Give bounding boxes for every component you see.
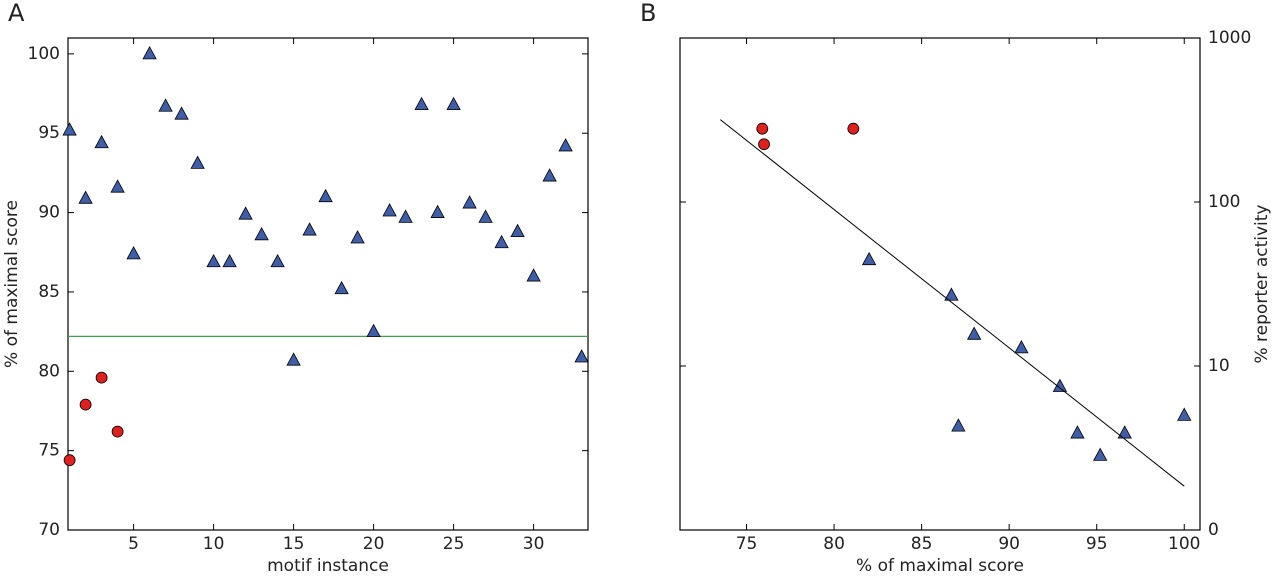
x-tick-label: 25 — [443, 534, 465, 554]
panel-label: B — [640, 0, 656, 27]
triangle-marker — [222, 253, 237, 268]
y-tick-label: 85 — [38, 282, 60, 302]
triangle-marker — [206, 253, 221, 268]
triangle-marker — [350, 230, 365, 244]
y-tick-label: 95 — [38, 123, 60, 143]
triangle-marker — [62, 122, 77, 136]
triangle-marker — [526, 268, 541, 282]
triangle-marker — [1070, 425, 1085, 439]
circle-marker — [847, 122, 860, 135]
triangle-marker — [446, 96, 461, 111]
y-tick-label: 1000 — [1208, 28, 1251, 48]
triangle-marker — [1093, 447, 1108, 461]
x-tick-label: 5 — [128, 534, 139, 554]
circle-marker — [63, 454, 76, 467]
triangle-marker — [302, 222, 317, 236]
triangle-marker — [190, 155, 205, 169]
x-tick-label: 90 — [998, 534, 1020, 554]
circle-marker — [95, 371, 108, 384]
triangle-marker — [966, 326, 982, 340]
triangle-marker — [1052, 378, 1068, 392]
x-tick-label: 75 — [736, 534, 758, 554]
circle-marker — [111, 425, 124, 438]
triangle-marker — [366, 323, 381, 338]
plot-frame — [679, 37, 1201, 531]
triangle-marker — [110, 179, 125, 193]
y-tick-label: 90 — [38, 203, 60, 223]
y-tick-label: 10 — [1208, 356, 1230, 376]
y-tick-label: 100 — [1208, 192, 1240, 212]
triangle-marker — [1014, 340, 1029, 354]
x-axis-title: % of maximal score — [856, 556, 1024, 576]
triangle-marker — [254, 226, 269, 241]
triangle-marker — [478, 209, 493, 223]
triangle-marker — [951, 418, 966, 432]
triangle-marker — [126, 246, 141, 260]
triangle-marker — [1117, 425, 1132, 439]
triangle-marker — [382, 203, 397, 217]
triangle-marker — [238, 206, 253, 220]
triangle-marker — [94, 134, 109, 149]
triangle-marker — [286, 352, 301, 366]
x-tick-label: 10 — [203, 534, 225, 554]
y-tick-label: 80 — [38, 361, 60, 381]
triangle-marker — [430, 204, 445, 218]
x-tick-label: 15 — [283, 534, 305, 554]
triangle-marker — [398, 209, 413, 223]
triangle-marker — [1177, 407, 1192, 421]
triangle-marker — [318, 188, 333, 203]
x-tick-label: 100 — [1168, 534, 1200, 554]
panel-label: A — [8, 0, 25, 27]
circle-marker — [79, 398, 92, 411]
y-tick-label: 100 — [28, 44, 60, 64]
y-axis-title: % of maximal score — [2, 200, 22, 368]
y-tick-label: 75 — [38, 441, 60, 461]
x-tick-label: 80 — [823, 534, 845, 554]
fit-line — [719, 119, 1185, 487]
y-axis-title: % reporter activity — [1252, 205, 1272, 364]
triangle-marker — [78, 190, 93, 204]
y-tick-label: 70 — [38, 520, 60, 540]
x-tick-label: 95 — [1086, 534, 1108, 554]
triangle-marker — [158, 98, 173, 112]
triangle-marker — [462, 195, 477, 209]
triangle-marker — [494, 234, 509, 249]
triangle-marker — [142, 46, 157, 60]
triangle-marker — [861, 251, 877, 266]
triangle-marker — [270, 253, 285, 268]
triangle-marker — [414, 96, 429, 111]
x-tick-label: 30 — [523, 534, 545, 554]
circle-marker — [756, 122, 769, 135]
triangle-marker — [574, 349, 589, 363]
circle-marker — [758, 138, 770, 151]
y-tick-label: 0 — [1208, 520, 1219, 540]
x-axis-title: motif instance — [267, 556, 389, 576]
triangle-marker — [542, 168, 557, 182]
triangle-marker — [510, 223, 525, 238]
triangle-marker — [944, 287, 959, 301]
triangle-marker — [174, 106, 189, 120]
x-tick-label: 20 — [363, 534, 385, 554]
x-tick-label: 85 — [911, 534, 933, 554]
triangle-marker — [558, 138, 573, 152]
triangle-marker — [334, 280, 349, 295]
plot-frame — [67, 37, 589, 531]
